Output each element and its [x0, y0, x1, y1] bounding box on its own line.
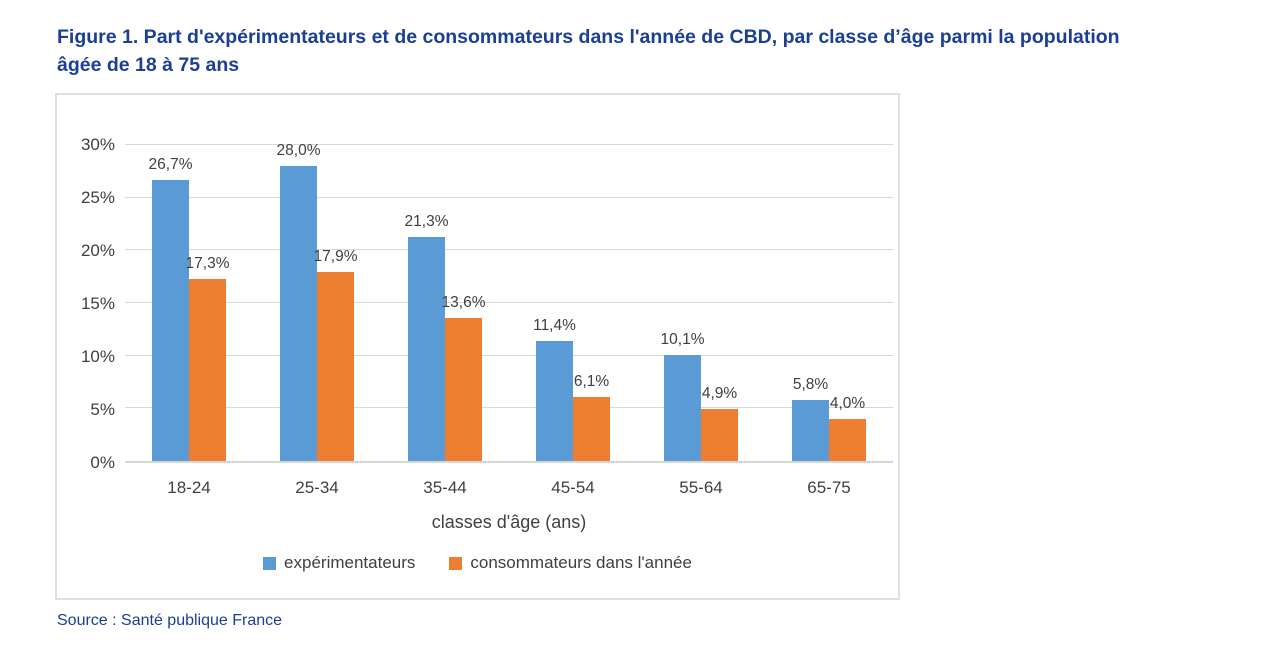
- bar-groups: 26,7% 17,3% 28,0% 17,9% 21,3% 13,6% 11,4% 6,1% 1…: [125, 142, 893, 461]
- gridline: [125, 196, 893, 198]
- bar-value-label: 17,9%: [313, 248, 358, 266]
- bar-value-label: 26,7%: [148, 155, 193, 173]
- x-axis: 18-24 25-34 35-44 45-54 55-64 65-75: [125, 478, 893, 498]
- bar-group: 28,0% 17,9%: [253, 142, 381, 461]
- x-tick-label: 55-64: [679, 478, 723, 497]
- y-tick-label: 30%: [80, 135, 115, 154]
- legend-item-consommateurs: consommateurs dans l'année: [449, 553, 692, 573]
- bar-group: 26,7% 17,3%: [125, 145, 253, 461]
- bar-value-label: 11,4%: [533, 316, 576, 334]
- x-tick-label: 45-54: [551, 478, 595, 497]
- x-tick-label: 35-44: [423, 478, 467, 497]
- bar-group: 11,4% 6,1%: [509, 145, 637, 461]
- bar-value-label: 13,6%: [441, 293, 486, 311]
- bar-value-label: 21,3%: [404, 212, 449, 230]
- legend-item-experimentateurs: expérimentateurs: [263, 553, 415, 573]
- x-tick-label: 18-24: [167, 478, 211, 497]
- bar-experimentateurs: 5,8%: [792, 376, 829, 461]
- x-tick-label: 25-34: [295, 478, 339, 497]
- source-text: Source : Santé publique France: [57, 612, 283, 629]
- bar-experimentateurs: 10,1%: [661, 331, 704, 461]
- bar-group: 21,3% 13,6%: [381, 145, 509, 461]
- gridline: [125, 249, 893, 251]
- y-tick-label: 0%: [90, 453, 115, 472]
- bar-experimentateurs: 21,3%: [405, 213, 448, 461]
- bar-value-label: 10,1%: [660, 330, 705, 348]
- y-tick-label: 10%: [80, 347, 115, 366]
- x-tick-label: 65-75: [807, 478, 851, 497]
- gridline: [125, 354, 893, 356]
- figure-title: Figure 1. Part d'expérimentateurs et de …: [57, 26, 1120, 76]
- bar-value-label: 4,0%: [829, 394, 866, 412]
- bar-value-label: 4,9%: [701, 385, 738, 403]
- bar-experimentateurs: 26,7%: [149, 156, 192, 461]
- y-tick-label: 25%: [80, 188, 115, 207]
- gridline: [125, 144, 893, 145]
- y-axis: 0% 5% 10% 15% 20% 25% 30%: [57, 135, 115, 472]
- plot-area: 26,7% 17,3% 28,0% 17,9% 21,3% 13,6% 11,4% 6,1% 1…: [125, 142, 893, 463]
- bar-group: 10,1% 4,9%: [637, 145, 765, 461]
- bar-value-label: 17,3%: [185, 254, 230, 272]
- x-axis-title: classes d'âge (ans): [431, 512, 587, 532]
- legend: expérimentateurs consommateurs dans l'ann…: [57, 553, 898, 573]
- bar-consommateurs: 17,3%: [186, 255, 229, 461]
- bar-consommateurs: 13,6%: [442, 294, 485, 461]
- y-tick-label: 15%: [80, 294, 115, 313]
- chart-container: 0% 5% 10% 15% 20% 25% 30% 26,7% 17,3% 28,0% 17,9%…: [55, 93, 900, 600]
- legend-label: expérimentateurs: [284, 553, 416, 572]
- bar-consommateurs: 17,9%: [314, 248, 357, 461]
- y-tick-label: 20%: [80, 241, 115, 260]
- legend-swatch-icon: [449, 556, 463, 570]
- gridline: [125, 407, 893, 409]
- bar-experimentateurs: 28,0%: [277, 142, 320, 461]
- gridline: [125, 302, 893, 303]
- bar-consommateurs: 4,9%: [701, 385, 738, 461]
- bar-value-label: 28,0%: [276, 142, 321, 160]
- legend-label: consommateurs dans l'année: [470, 553, 692, 572]
- y-tick-label: 5%: [90, 400, 115, 419]
- bar-consommateurs: 6,1%: [573, 373, 610, 461]
- bar-value-label: 5,8%: [792, 375, 829, 393]
- bar-value-label: 6,1%: [573, 372, 610, 390]
- bar-consommateurs: 4,0%: [829, 395, 866, 461]
- bar-group: 5,8% 4,0%: [765, 145, 893, 461]
- legend-swatch-icon: [263, 556, 277, 570]
- bar-experimentateurs: 11,4%: [533, 317, 576, 461]
